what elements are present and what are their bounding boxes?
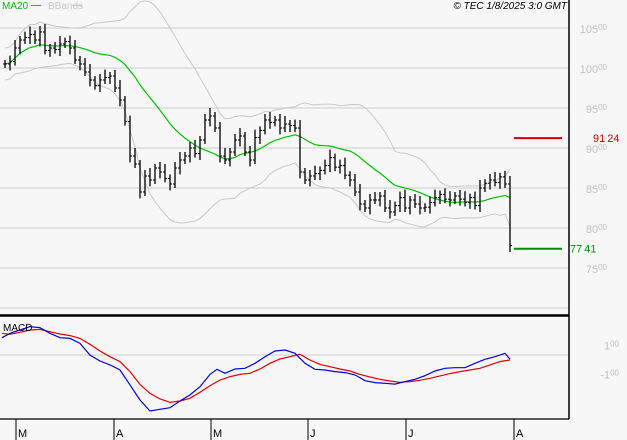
month-label: A — [116, 428, 124, 440]
legend-bbands: BBands — [48, 1, 83, 12]
gridlines — [0, 27, 569, 356]
price-tick-label: 8500 — [586, 183, 608, 196]
macd-tick-label: 100 — [604, 340, 620, 353]
price-tick-label: 8000 — [586, 223, 608, 236]
price-tick-label: 10500 — [580, 23, 608, 36]
bollinger-bands — [4, 0, 511, 228]
copyright-timestamp: © TEC 1/8/2025 3:0 GMT — [453, 1, 567, 12]
price-bars — [3, 24, 512, 252]
price-tick-label: 9000 — [586, 143, 608, 156]
price-tick-label: 10000 — [580, 63, 608, 76]
bband-lower — [4, 62, 511, 228]
ma20-line — [4, 44, 511, 204]
month-label: J — [408, 428, 414, 440]
macd-tick-label: -100 — [600, 369, 619, 382]
ma20-curve — [4, 44, 511, 204]
price-tick-label: 7500 — [586, 263, 608, 276]
resistance-label: 91 24 — [593, 133, 620, 145]
axes — [0, 0, 570, 420]
macd-label: MACD — [3, 323, 32, 334]
bband-upper — [4, 0, 511, 187]
month-label: A — [516, 428, 524, 440]
macd-lines — [1, 325, 511, 412]
y-axis-labels: 10500 10000 9500 9000 8500 8000 7500 100 -100 — [580, 23, 620, 382]
macd-line — [1, 325, 511, 412]
legend-ma20: MA20 — [2, 1, 29, 12]
price-tick-label: 9500 — [586, 103, 608, 116]
macd-signal-line — [1, 328, 511, 403]
price-levels: 91 24 77 41 — [514, 133, 620, 256]
month-label: J — [310, 428, 316, 440]
support-label: 77 41 — [570, 244, 597, 256]
month-label: M — [18, 428, 27, 440]
month-label: M — [213, 428, 222, 440]
